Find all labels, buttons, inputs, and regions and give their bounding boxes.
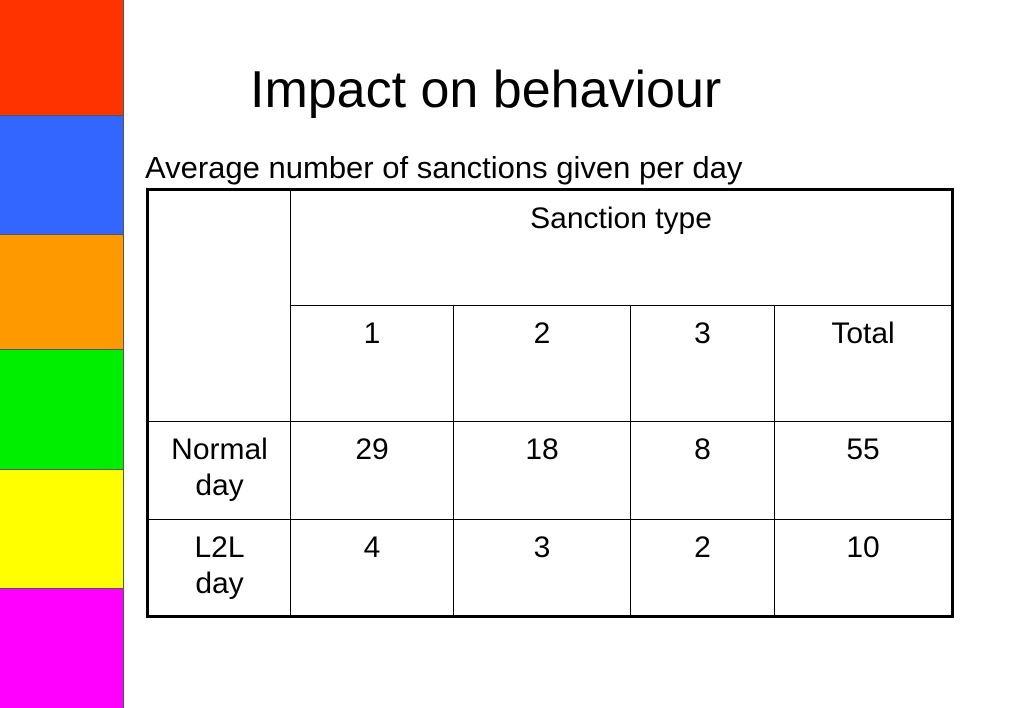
table-cell: 55 [773,421,954,520]
table-subheader-row: 1 2 3 Total [148,305,954,422]
color-block-red [0,0,124,116]
color-block-blue [0,116,124,235]
table-cell: 29 [290,421,454,520]
sanctions-table: Sanction type 1 2 3 Total Normal day 29 … [146,188,955,618]
row-label: L2L day [147,519,291,617]
column-header: 1 [290,305,454,422]
slide-title: Impact on behaviour [250,61,722,119]
table-header-row: Sanction type [147,189,954,422]
table-corner-cell [147,189,291,422]
sanction-type-header: Sanction type [289,189,954,306]
column-header: Total [773,305,954,422]
table-cell: 18 [453,421,631,520]
color-block-green [0,350,124,470]
column-header: 3 [630,305,775,422]
table-cell: 10 [773,519,954,617]
table-row: L2L day 4 3 2 10 [147,519,954,617]
table-cell: 3 [453,519,631,617]
slide-subtitle: Average number of sanctions given per da… [145,150,743,185]
color-block-magenta [0,589,124,708]
table-cell: 2 [630,519,775,617]
color-block-orange [0,235,124,350]
table-row: Normal day 29 18 8 55 [147,421,954,520]
color-block-yellow [0,470,124,589]
row-label: Normal day [147,421,291,520]
color-bar [0,0,125,708]
table-cell: 8 [630,421,775,520]
column-header: 2 [453,305,631,422]
table-cell: 4 [290,519,454,617]
